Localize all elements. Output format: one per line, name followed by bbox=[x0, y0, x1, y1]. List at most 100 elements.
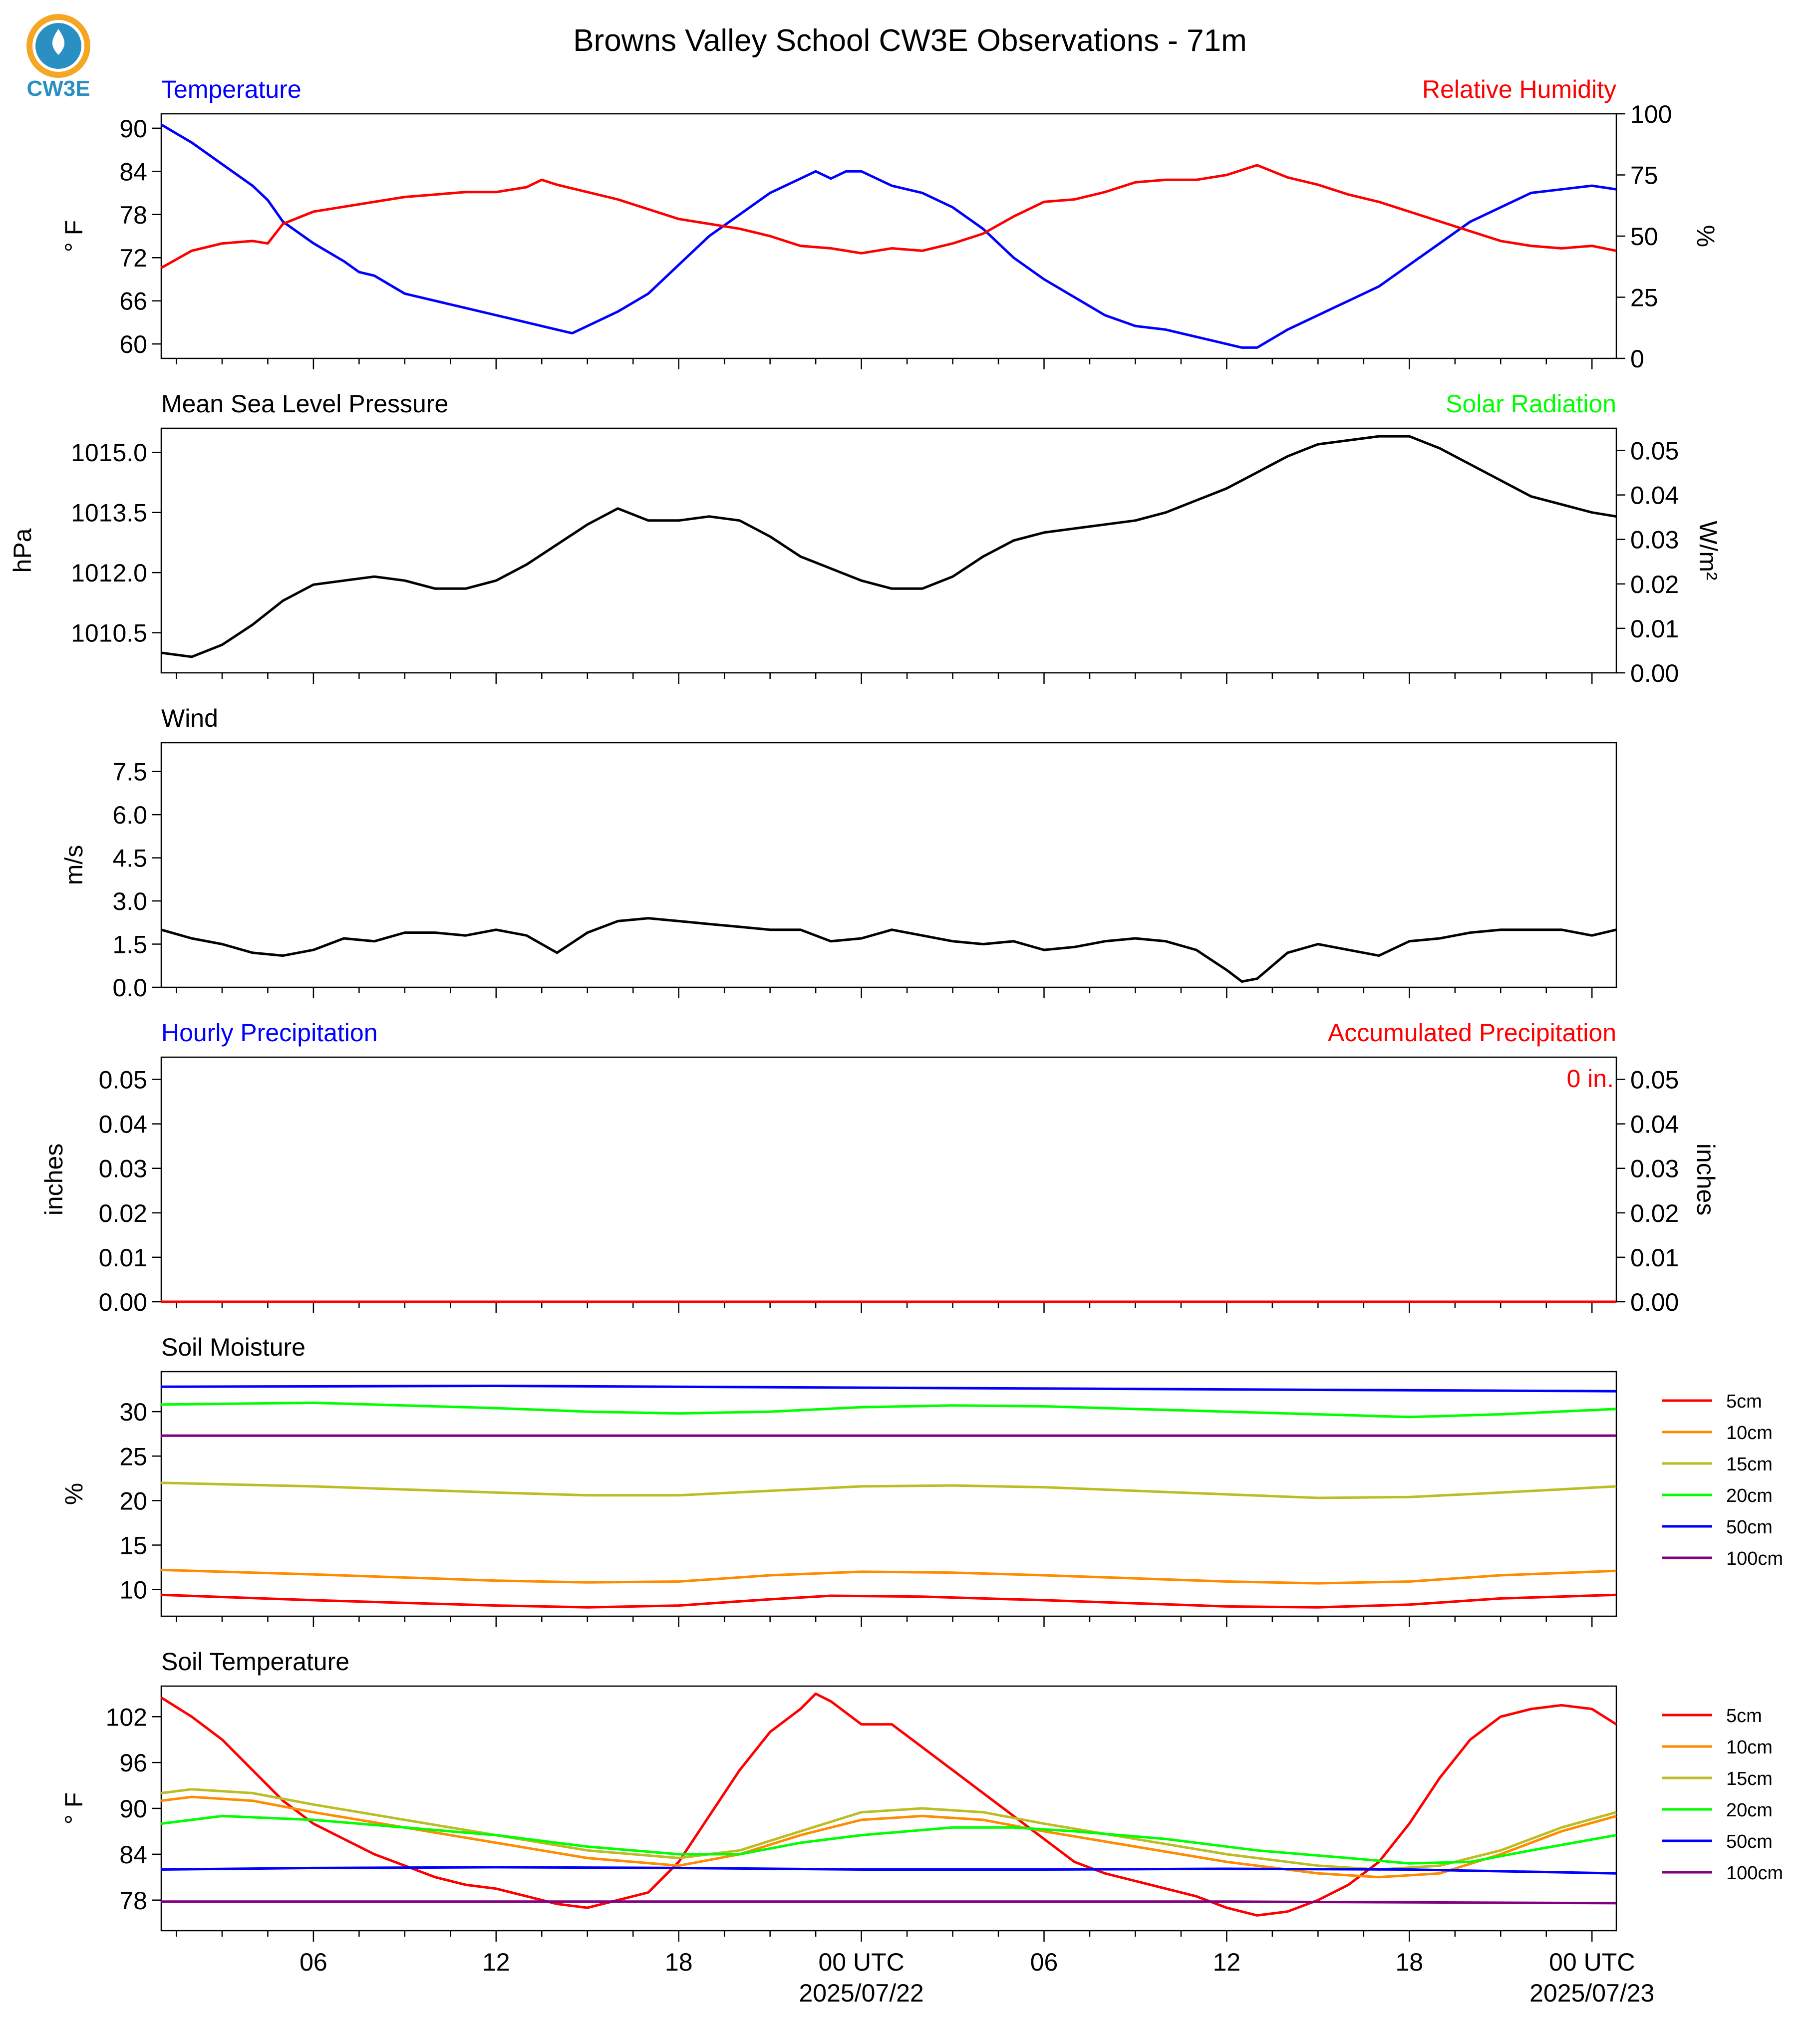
panel-title-left: Soil Moisture bbox=[161, 1333, 305, 1361]
y-tick-label: 6.0 bbox=[112, 801, 147, 829]
legend-label: 50cm bbox=[1726, 1831, 1773, 1852]
y-axis-left: 1015.0 1013.5 1012.0 1010.5 hPa bbox=[8, 439, 161, 647]
y-tick-label-right: 0.00 bbox=[1630, 659, 1679, 687]
series-group bbox=[160, 123, 1617, 349]
y-axis-label-left: % bbox=[60, 1483, 88, 1505]
legend-label: 5cm bbox=[1726, 1706, 1762, 1727]
panel-precip: Hourly Precipitation Accumulated Precipit… bbox=[40, 1019, 1720, 1316]
x-ticks bbox=[176, 987, 1593, 998]
y-tick-label: 1015.0 bbox=[71, 439, 147, 467]
precip-annotation: 0 in. bbox=[1566, 1065, 1614, 1093]
x-tick-label: 18 bbox=[665, 1948, 693, 1976]
series-line-mean-sea-level-pressure bbox=[161, 435, 1617, 658]
panel-title-right: Solar Radiation bbox=[1446, 390, 1616, 418]
y-tick-label-right: 0.05 bbox=[1630, 437, 1679, 465]
y-tick-label: 96 bbox=[119, 1749, 147, 1777]
y-axis-label-left: ° F bbox=[60, 220, 88, 252]
y-tick-label: 0.05 bbox=[99, 1066, 147, 1094]
y-axis-label-right: W/m² bbox=[1694, 521, 1722, 580]
series-line-100cm bbox=[161, 1900, 1617, 1905]
legend-label: 100cm bbox=[1726, 1863, 1783, 1884]
y-tick-label: 20 bbox=[119, 1487, 147, 1515]
y-tick-label-right: 0.03 bbox=[1630, 1155, 1679, 1183]
series-line-15cm bbox=[161, 1481, 1617, 1499]
legend-label: 50cm bbox=[1726, 1517, 1773, 1538]
y-tick-label: 102 bbox=[106, 1703, 147, 1731]
y-tick-label: 90 bbox=[119, 1795, 147, 1823]
legend-label: 15cm bbox=[1726, 1768, 1773, 1789]
y-tick-label-right: 0.04 bbox=[1630, 1111, 1679, 1139]
y-tick-label-right: 0.01 bbox=[1630, 1244, 1679, 1272]
y-tick-label: 84 bbox=[119, 158, 147, 186]
y-tick-label-right: 0.00 bbox=[1630, 1288, 1679, 1316]
y-axis-label-right: % bbox=[1692, 225, 1720, 247]
y-tick-label: 72 bbox=[119, 244, 147, 272]
y-tick-label-right: 100 bbox=[1630, 100, 1672, 128]
logo-drop-icon bbox=[52, 29, 65, 55]
y-axis-left: 0.05 0.04 0.03 0.02 0.01 0.00 inches bbox=[40, 1066, 161, 1316]
cw3e-logo: CW3E bbox=[26, 14, 90, 101]
logo-text: CW3E bbox=[26, 76, 90, 101]
y-tick-label: 0.04 bbox=[99, 1111, 147, 1139]
y-tick-label-right: 0.05 bbox=[1630, 1066, 1679, 1094]
legend-label: 20cm bbox=[1726, 1485, 1773, 1506]
y-axis-left: 102 96 90 84 78 ° F bbox=[60, 1703, 161, 1915]
series-group bbox=[161, 435, 1617, 658]
y-tick-label: 66 bbox=[119, 288, 147, 315]
x-ticks bbox=[176, 1931, 1593, 1942]
plot-frame bbox=[160, 427, 1617, 674]
panel-title-right: Relative Humidity bbox=[1422, 75, 1616, 103]
legend-label: 5cm bbox=[1726, 1391, 1762, 1412]
y-tick-label: 84 bbox=[119, 1841, 147, 1869]
y-axis-left: 90 84 78 72 66 60 ° F bbox=[60, 115, 161, 358]
y-axis-right: 100 75 50 25 0% bbox=[1616, 100, 1720, 373]
y-tick-label-right: 0.02 bbox=[1630, 1199, 1679, 1227]
x-date-label: 2025/07/22 bbox=[799, 1979, 923, 2007]
panel-title-right: Accumulated Precipitation bbox=[1328, 1019, 1616, 1047]
legend: 5cm 10cm 15cm 20cm 50cm 100cm bbox=[1662, 1706, 1783, 1884]
y-tick-label: 15 bbox=[119, 1531, 147, 1559]
y-tick-label-right: 0.04 bbox=[1630, 482, 1679, 510]
x-tick-label: 18 bbox=[1396, 1948, 1424, 1976]
panel-wind: Wind 7.5 6.0 4.5 3.0 1.5 0.0 m/s bbox=[60, 704, 1617, 1002]
y-tick-label-right: 50 bbox=[1630, 223, 1658, 251]
y-axis-label-left: inches bbox=[40, 1144, 68, 1216]
x-tick-label: 06 bbox=[300, 1948, 327, 1976]
y-tick-label: 7.5 bbox=[112, 758, 147, 786]
y-tick-label: 0.0 bbox=[112, 974, 147, 1002]
y-tick-label-right: 0.03 bbox=[1630, 526, 1679, 554]
panel-title-left: Hourly Precipitation bbox=[161, 1019, 378, 1047]
x-tick-label: 00 UTC bbox=[818, 1948, 904, 1976]
legend: 5cm 10cm 15cm 20cm 50cm 100cm bbox=[1662, 1391, 1783, 1569]
x-ticks bbox=[176, 1616, 1593, 1627]
panel-title-left: Wind bbox=[161, 704, 218, 732]
y-tick-label-right: 75 bbox=[1630, 162, 1658, 190]
y-tick-label: 25 bbox=[119, 1443, 147, 1470]
series-line-10cm bbox=[161, 1568, 1617, 1585]
x-axis: 06 12 18 00 UTC 06 12 18 00 UTC 2025/07/22 2025/0… bbox=[300, 1948, 1654, 2007]
y-tick-label: 4.5 bbox=[112, 845, 147, 872]
y-axis-left: 30 25 20 15 10% bbox=[60, 1398, 161, 1604]
series-line-5cm bbox=[161, 1593, 1617, 1609]
series-line-20cm bbox=[161, 1401, 1617, 1419]
series-group bbox=[161, 917, 1617, 983]
series-line-15cm bbox=[161, 1788, 1617, 1871]
series-group bbox=[161, 1385, 1617, 1609]
y-tick-label: 1.5 bbox=[112, 931, 147, 959]
y-tick-label: 30 bbox=[119, 1398, 147, 1426]
panel-soil-temp: Soil Temperature 102 96 90 84 78 ° F 5cm 10cm 15c… bbox=[60, 1648, 1783, 1942]
y-tick-label-right: 0 bbox=[1630, 345, 1644, 373]
panel-title-left: Mean Sea Level Pressure bbox=[161, 390, 448, 418]
panel-title-left: Soil Temperature bbox=[161, 1648, 349, 1676]
x-date-label: 2025/07/23 bbox=[1529, 1979, 1654, 2007]
y-tick-label-right: 0.02 bbox=[1630, 571, 1679, 598]
y-axis-left: 7.5 6.0 4.5 3.0 1.5 0.0 m/s bbox=[60, 758, 161, 1002]
y-tick-label: 78 bbox=[119, 201, 147, 229]
series-line-relative-humidity bbox=[160, 164, 1617, 269]
panel-temp-rh: Temperature Relative Humidity 90 84 78 72 66 60… bbox=[60, 75, 1720, 373]
series-line-10cm bbox=[161, 1795, 1617, 1879]
y-tick-label: 0.01 bbox=[99, 1244, 147, 1272]
y-axis-label-left: ° F bbox=[60, 1792, 88, 1824]
y-axis-right: 0.05 0.04 0.03 0.02 0.01 0.00 inches bbox=[1616, 1066, 1720, 1316]
